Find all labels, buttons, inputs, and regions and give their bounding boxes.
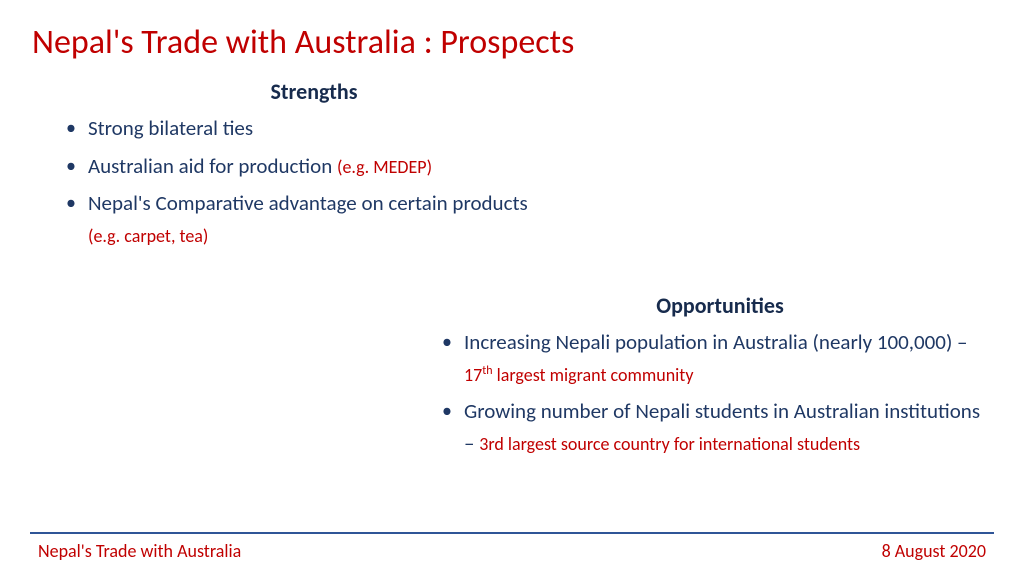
strengths-heading: Strengths — [214, 78, 414, 105]
item-annotation: 17th largest migrant community — [464, 364, 693, 386]
item-text: Increasing Nepali population in Australi… — [464, 329, 968, 355]
strengths-list: Strong bilateral ties Australian aid for… — [64, 113, 534, 251]
list-item: Strong bilateral ties — [64, 113, 534, 145]
slide-title: Nepal's Trade with Australia : Prospects — [32, 22, 574, 63]
slide: Nepal's Trade with Australia : Prospects… — [0, 0, 1024, 576]
strengths-section: Strengths Strong bilateral ties Australi… — [64, 78, 534, 257]
footer-divider — [30, 532, 994, 534]
item-annotation: (e.g. carpet, tea) — [88, 225, 208, 247]
opportunities-heading: Opportunities — [620, 292, 820, 319]
footer-left: Nepal's Trade with Australia — [38, 540, 241, 562]
opportunities-section: Opportunities Increasing Nepali populati… — [440, 292, 990, 465]
opportunities-list: Increasing Nepali population in Australi… — [440, 327, 990, 459]
list-item: Australian aid for production (e.g. MEDE… — [64, 151, 534, 183]
list-item: Growing number of Nepali students in Aus… — [440, 396, 990, 459]
item-annotation: 3rd largest source country for internati… — [479, 433, 860, 455]
list-item: Increasing Nepali population in Australi… — [440, 327, 990, 390]
footer-right: 8 August 2020 — [882, 540, 986, 562]
item-text: Nepal's Comparative advantage on certain… — [88, 190, 528, 216]
list-item: Nepal's Comparative advantage on certain… — [64, 188, 534, 251]
item-text: Strong bilateral ties — [88, 115, 253, 141]
item-text: Australian aid for production — [88, 153, 337, 179]
item-annotation: (e.g. MEDEP) — [337, 156, 432, 178]
